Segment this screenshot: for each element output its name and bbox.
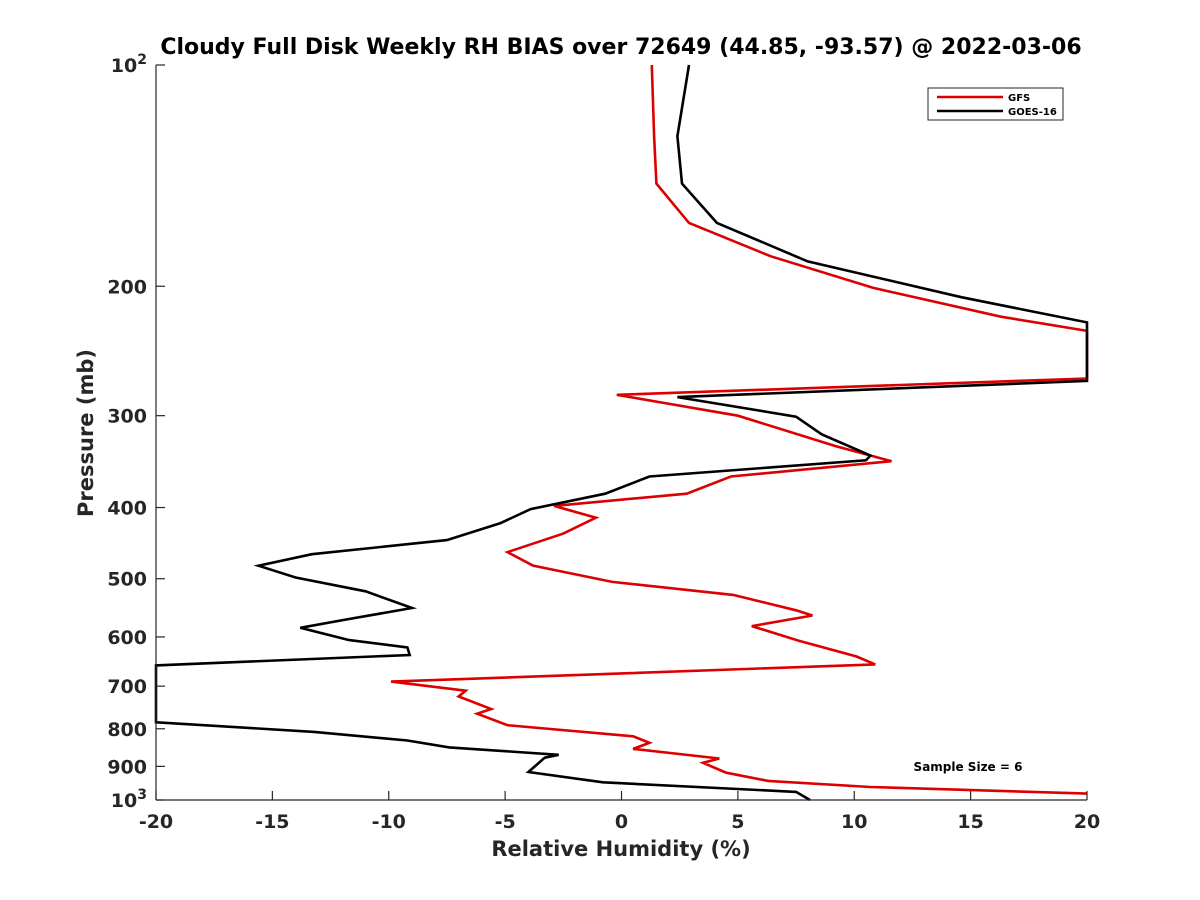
series-line-gfs <box>390 64 1089 795</box>
series-layer <box>154 64 1089 802</box>
x-tick-label: -15 <box>255 811 289 833</box>
x-tick-label: 20 <box>1074 811 1100 833</box>
series-line-goes-16 <box>154 64 1089 802</box>
y-tick-label: 400 <box>107 498 147 520</box>
y-tick-label: 800 <box>107 719 147 741</box>
y-tick-label: 102 <box>111 52 147 77</box>
y-tick-label: 103 <box>111 787 147 812</box>
y-tick-label: 500 <box>107 569 147 591</box>
x-ticks: -20 -15 -10 -5 0 5 10 15 20 <box>139 791 1100 833</box>
legend-label-gfs: GFS <box>1008 93 1030 104</box>
x-tick-label: -5 <box>495 811 516 833</box>
y-axis-label: Pressure (mb) <box>74 349 98 517</box>
x-axis-label: Relative Humidity (%) <box>491 837 750 861</box>
x-tick-label: 15 <box>957 811 983 833</box>
x-tick-label: -10 <box>372 811 406 833</box>
y-tick-label: 200 <box>107 276 147 298</box>
legend-box <box>927 87 1064 121</box>
y-tick-label: 700 <box>107 676 147 698</box>
x-tick-label: 5 <box>731 811 744 833</box>
chart-title: Cloudy Full Disk Weekly RH BIAS over 726… <box>160 35 1081 60</box>
x-tick-label: 0 <box>615 811 628 833</box>
y-ticks: 102 200 300 400 500 600 700 800 900 103 <box>107 52 165 812</box>
axes <box>155 65 1087 801</box>
legend: GFS GOES-16 <box>927 87 1064 121</box>
x-tick-label: -20 <box>139 811 173 833</box>
y-tick-label: 900 <box>107 756 147 778</box>
x-tick-label: 10 <box>841 811 867 833</box>
sample-size-annotation: Sample Size = 6 <box>914 760 1023 774</box>
y-tick-label: 300 <box>107 406 147 428</box>
legend-label-goes-16: GOES-16 <box>1008 107 1057 118</box>
y-tick-label: 600 <box>107 627 147 649</box>
